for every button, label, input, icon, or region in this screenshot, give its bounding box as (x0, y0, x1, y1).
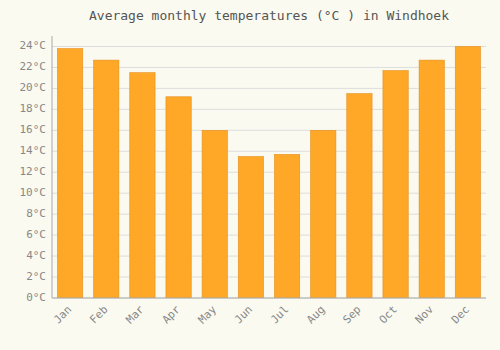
bar (94, 60, 119, 298)
x-tick-label: Jun (232, 303, 255, 326)
bar (311, 130, 336, 298)
y-tick-label: 24°C (20, 39, 47, 52)
y-tick-label: 18°C (20, 102, 47, 115)
y-tick-label: 8°C (26, 207, 46, 220)
x-tick-label: Jan (51, 303, 74, 326)
bar (202, 130, 227, 298)
bars (57, 46, 480, 298)
background (0, 0, 500, 350)
y-tick-label: 20°C (20, 81, 47, 94)
x-tick-label: May (196, 303, 220, 327)
x-tick-label: Oct (377, 303, 400, 326)
y-tick-label: 14°C (20, 144, 47, 157)
y-tick-label: 6°C (26, 228, 46, 241)
grid-line (52, 298, 486, 299)
grid (52, 46, 486, 298)
y-tick-label: 22°C (20, 60, 47, 73)
y-tick-label: 0°C (26, 291, 46, 304)
bar (455, 46, 480, 298)
bar (57, 49, 82, 298)
bar (274, 154, 299, 298)
x-tick-label: Apr (160, 303, 184, 327)
y-axis-line (52, 36, 53, 298)
y-axis: 0°C 2°C 4°C 6°C 8°C 10°C 12°C 14°C 16°C 18°C 20°C 2… (20, 36, 53, 304)
y-tick-label: 12°C (20, 165, 47, 178)
x-tick-label: Aug (304, 303, 327, 326)
chart: 0°C 2°C 4°C 6°C 8°C 10°C 12°C 14°C 16°C 18°C 20°C 2… (0, 0, 500, 350)
bar (166, 97, 191, 298)
page: {"chart_data": {"type": "bar", "title": … (0, 0, 500, 350)
grid-line (52, 46, 486, 47)
bar (419, 60, 444, 298)
bar (130, 73, 155, 298)
y-tick-label: 4°C (26, 249, 46, 262)
x-tick-label: Feb (87, 303, 110, 326)
y-tick-label: 16°C (20, 123, 47, 136)
y-tick-label: 2°C (26, 270, 46, 283)
x-tick-label: Nov (413, 303, 437, 327)
x-tick-label: Dec (449, 303, 472, 326)
x-tick-label: Jul (268, 303, 291, 326)
x-axis: Jan Feb Mar Apr May Jun Jul Aug Sep Oct Nov Dec (51, 298, 486, 326)
title: Average monthly temperatures (°C ) in Wi… (89, 8, 449, 23)
bar (383, 71, 408, 298)
bar (238, 157, 263, 298)
x-tick-label: Sep (340, 303, 363, 326)
x-axis-line (52, 298, 486, 299)
bar (347, 94, 372, 298)
y-tick-label: 10°C (20, 186, 47, 199)
x-tick-label: Mar (123, 303, 147, 327)
